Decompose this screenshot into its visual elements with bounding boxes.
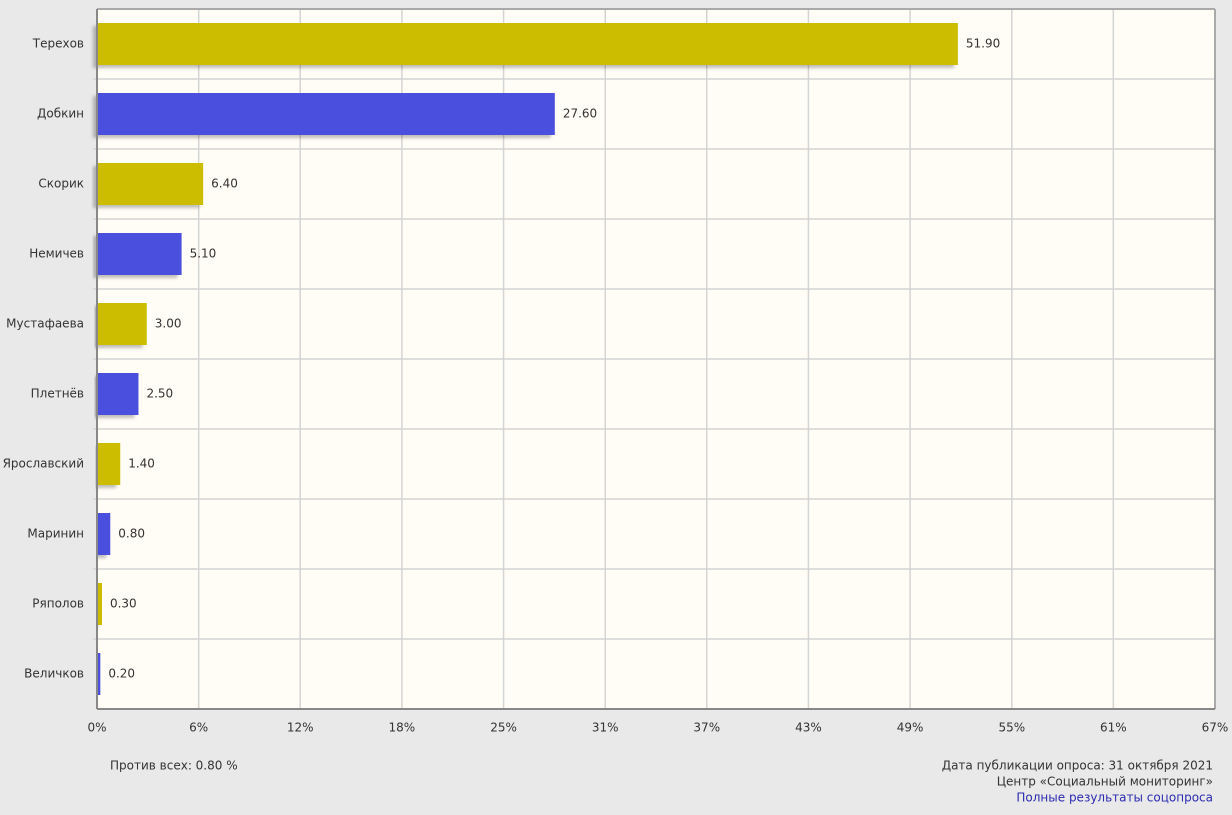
- x-tick-label: 18%: [389, 721, 416, 735]
- x-tick-label: 61%: [1100, 721, 1127, 735]
- y-tick-label: Немичев: [29, 247, 84, 261]
- y-tick-label: Добкин: [37, 107, 84, 121]
- x-tick-label: 0%: [87, 721, 106, 735]
- date: Дата публикации опроса: 31 октября 2021: [942, 759, 1213, 773]
- x-tick-label: 55%: [998, 721, 1025, 735]
- bar: [97, 93, 555, 135]
- value-label: 6.40: [211, 177, 238, 191]
- value-label: 0.80: [118, 527, 145, 541]
- bar: [97, 653, 101, 695]
- x-tick-label: 25%: [490, 721, 517, 735]
- x-tick-label: 37%: [693, 721, 720, 735]
- bars: 51.90 27.60 6.40 5.10 3.00 2.50 1.40 0.80 0.30 0.…: [97, 23, 1000, 695]
- y-tick-label: Скорик: [38, 177, 84, 191]
- bar: [97, 513, 111, 555]
- against-all: Против всех: 0.80 %: [110, 759, 238, 773]
- value-label: 5.10: [190, 247, 217, 261]
- y-tick-label: Маринин: [27, 527, 84, 541]
- source: Центр «Социальный мониторинг»: [997, 775, 1213, 789]
- y-tick-label: Величков: [24, 667, 84, 681]
- value-label: 3.00: [155, 317, 182, 331]
- x-tick-label: 43%: [795, 721, 822, 735]
- y-tick-label: Мустафаева: [6, 317, 84, 331]
- y-tick-label: Ярославский: [3, 457, 84, 471]
- value-label: 0.30: [110, 597, 137, 611]
- value-label: 27.60: [563, 107, 597, 121]
- value-label: 0.20: [108, 667, 135, 681]
- bar: [97, 163, 204, 205]
- y-tick-label: Терехов: [32, 37, 84, 51]
- results-link[interactable]: Полные результаты соцопроса: [1016, 791, 1213, 805]
- bar: [97, 303, 147, 345]
- bar: [97, 23, 958, 65]
- bar: [97, 233, 182, 275]
- value-label: 51.90: [966, 37, 1000, 51]
- x-tick-label: 6%: [189, 721, 208, 735]
- x-tick-label: 67%: [1202, 721, 1229, 735]
- value-label: 2.50: [146, 387, 173, 401]
- y-tick-label: Плетнёв: [31, 387, 84, 401]
- x-tick-label: 12%: [287, 721, 314, 735]
- x-tick-label: 31%: [592, 721, 619, 735]
- x-tick-label: 49%: [897, 721, 924, 735]
- bar: [97, 443, 121, 485]
- bar: [97, 583, 102, 625]
- bar: [97, 373, 139, 415]
- value-label: 1.40: [128, 457, 155, 471]
- results-link-text[interactable]: Полные результаты соцопроса: [1016, 791, 1213, 805]
- y-tick-label: Ряполов: [32, 597, 84, 611]
